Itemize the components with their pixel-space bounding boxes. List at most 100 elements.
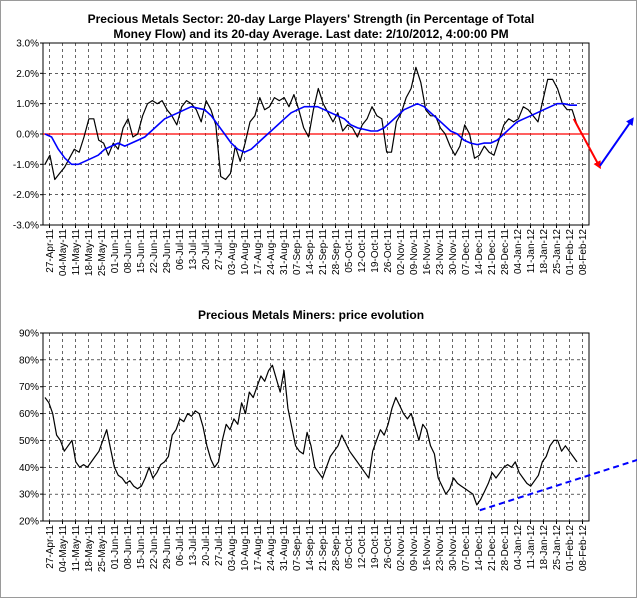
strength-chart-title-line-2: Money Flow) and its 20-day Average. Last… — [113, 27, 508, 41]
x-tick-label: 14-Sep-11 — [305, 525, 316, 571]
x-tick-label: 27-Jul-11 — [214, 525, 225, 566]
x-tick-label: 08-Jun-11 — [123, 229, 134, 274]
x-tick-label: 01-Feb-12 — [565, 229, 576, 276]
x-tick-label: 11-May-11 — [71, 229, 82, 276]
x-tick-label: 24-Aug-11 — [266, 525, 277, 571]
x-tick-label: 12-Oct-11 — [357, 229, 368, 273]
y-tick-label: 30% — [19, 490, 39, 501]
x-tick-label: 10-Aug-11 — [240, 525, 251, 571]
strength-chart: Precious Metals Sector: 20-day Large Pla… — [13, 12, 634, 276]
x-tick-label: 20-Jul-11 — [201, 229, 212, 270]
miners-series — [44, 364, 578, 506]
x-tick-label: 12-Oct-11 — [357, 525, 368, 569]
y-tick-label: -2.0% — [13, 190, 39, 201]
x-tick-label: 18-May-11 — [84, 229, 95, 276]
x-tick-label: 11-Jan-12 — [526, 229, 537, 274]
x-tick-label: 20-Jul-11 — [201, 525, 212, 566]
x-tick-label: 05-Oct-11 — [344, 525, 355, 569]
x-tick-label: 11-May-11 — [71, 525, 82, 572]
x-tick-label: 28-Dec-11 — [500, 525, 511, 571]
x-tick-label: 15-Jun-11 — [136, 525, 147, 570]
x-tick-label: 30-Nov-11 — [448, 525, 459, 571]
y-tick-label: 20% — [19, 517, 39, 528]
x-tick-label: 06-Jul-11 — [175, 525, 186, 566]
x-tick-label: 23-Nov-11 — [435, 229, 446, 275]
x-tick-label: 02-Nov-11 — [396, 525, 407, 571]
x-tick-label: 26-Oct-11 — [383, 229, 394, 273]
x-tick-label: 30-Nov-11 — [448, 229, 459, 275]
x-tick-label: 07-Dec-11 — [461, 525, 472, 571]
x-tick-label: 07-Sep-11 — [292, 229, 303, 275]
strength-chart-title-line-1: Precious Metals Sector: 20-day Large Pla… — [88, 12, 535, 26]
x-tick-label: 19-Oct-11 — [370, 229, 381, 273]
trend-arrow — [572, 118, 601, 170]
x-tick-label: 28-Dec-11 — [500, 229, 511, 275]
miners-y-axis: 90% 80% 70% 60% 50% 40% 30% 20% — [19, 329, 43, 528]
y-tick-label: 1.0% — [16, 99, 39, 110]
x-tick-label: 23-Nov-11 — [435, 525, 446, 571]
x-tick-label: 04-May-11 — [58, 229, 69, 276]
y-tick-label: 60% — [19, 409, 39, 420]
x-tick-label: 16-Nov-11 — [422, 229, 433, 275]
x-tick-label: 25-May-11 — [97, 229, 108, 276]
strength-arrows — [572, 117, 634, 170]
x-tick-label: 14-Sep-11 — [305, 229, 316, 275]
x-tick-label: 08-Feb-12 — [578, 525, 589, 572]
miners-gridlines — [43, 333, 589, 521]
x-tick-label: 08-Jun-11 — [123, 525, 134, 570]
x-tick-label: 25-Jan-12 — [552, 229, 563, 274]
x-tick-label: 27-Apr-11 — [45, 229, 56, 273]
x-tick-label: 22-Jun-11 — [149, 525, 160, 570]
miners-plot-area — [42, 332, 590, 522]
y-tick-label: 90% — [19, 329, 39, 340]
x-tick-label: 28-Sep-11 — [331, 229, 342, 275]
x-tick-label: 15-Jun-11 — [136, 229, 147, 274]
series-line — [44, 364, 578, 506]
miners-chart: Precious Metals Miners: price evolution … — [19, 308, 637, 572]
strength-series — [44, 66, 578, 181]
strength-y-axis: 3.0% 2.0% 1.0% 0.0% -1.0% -2.0% -3.0% — [13, 39, 43, 232]
x-tick-label: 18-Jan-12 — [539, 525, 550, 570]
x-tick-label: 04-May-11 — [58, 525, 69, 572]
x-tick-label: 19-Oct-11 — [370, 525, 381, 569]
x-tick-label: 04-Jan-12 — [513, 525, 524, 570]
y-tick-label: 80% — [19, 355, 39, 366]
x-tick-label: 21-Sep-11 — [318, 525, 329, 571]
x-tick-label: 09-Nov-11 — [409, 229, 420, 275]
x-tick-label: 04-Jan-12 — [513, 229, 524, 274]
x-tick-label: 01-Jun-11 — [110, 229, 121, 274]
x-tick-label: 28-Sep-11 — [331, 525, 342, 571]
x-tick-label: 29-Jun-11 — [162, 525, 173, 570]
y-tick-label: 3.0% — [16, 39, 39, 50]
x-tick-label: 01-Feb-12 — [565, 525, 576, 572]
x-tick-label: 27-Apr-11 — [45, 525, 56, 569]
trend-arrow — [599, 117, 634, 167]
x-tick-label: 29-Jun-11 — [162, 229, 173, 274]
x-tick-label: 13-Jul-11 — [188, 525, 199, 566]
miners-trendline — [479, 458, 637, 512]
y-tick-label: 70% — [19, 382, 39, 393]
x-tick-label: 06-Jul-11 — [175, 229, 186, 270]
x-tick-label: 21-Dec-11 — [487, 525, 498, 571]
x-tick-label: 08-Feb-12 — [578, 229, 589, 276]
x-tick-label: 27-Jul-11 — [214, 229, 225, 270]
x-tick-label: 11-Jan-12 — [526, 525, 537, 570]
x-tick-label: 17-Aug-11 — [253, 525, 264, 571]
strength-x-axis: 27-Apr-11 04-May-11 11-May-11 18-May-11 25-M… — [45, 225, 589, 276]
x-tick-label: 14-Dec-11 — [474, 229, 485, 275]
x-tick-label: 25-Jan-12 — [552, 525, 563, 570]
x-tick-label: 07-Sep-11 — [292, 525, 303, 571]
y-tick-label: -3.0% — [13, 221, 39, 232]
x-tick-label: 16-Nov-11 — [422, 525, 433, 571]
x-tick-label: 05-Oct-11 — [344, 229, 355, 273]
x-tick-label: 22-Jun-11 — [149, 229, 160, 274]
x-tick-label: 13-Jul-11 — [188, 229, 199, 270]
x-tick-label: 25-May-11 — [97, 525, 108, 572]
y-tick-label: 0.0% — [16, 130, 39, 141]
x-tick-label: 01-Jun-11 — [110, 525, 121, 570]
x-tick-label: 18-Jan-12 — [539, 229, 550, 274]
x-tick-label: 02-Nov-11 — [396, 229, 407, 275]
x-tick-label: 18-May-11 — [84, 525, 95, 572]
series-line — [44, 102, 577, 166]
